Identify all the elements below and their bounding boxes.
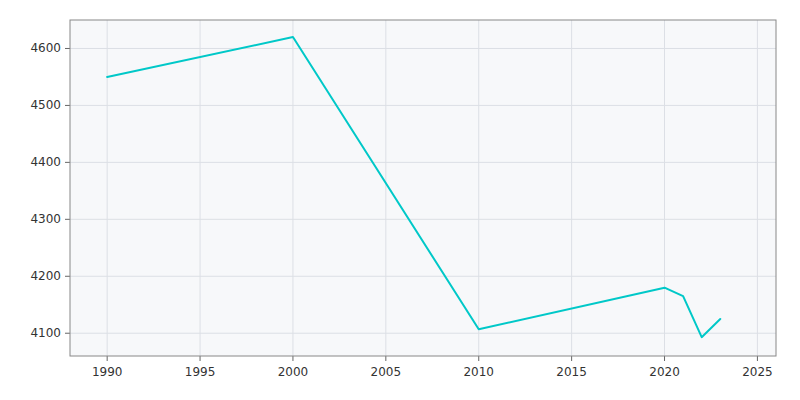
grid-line-x <box>107 20 108 356</box>
grid-line-x <box>200 20 201 356</box>
axes: 4100 4200 4300 4400 4500 4600 1990 1995 2000 2005… <box>30 41 772 379</box>
tick-label-x: 1990 <box>92 365 123 379</box>
grid-line-y <box>70 162 776 163</box>
tick-y <box>65 276 70 277</box>
tick-x <box>200 356 201 361</box>
grid-line-y <box>70 276 776 277</box>
grid-line-y <box>70 105 776 106</box>
tick-x <box>478 356 479 361</box>
line <box>107 37 720 337</box>
grid-line-x <box>664 20 665 356</box>
plot-area <box>70 20 776 356</box>
grid-line-x <box>757 20 758 356</box>
tick-y <box>65 219 70 220</box>
tick-y <box>65 105 70 106</box>
plot-frame <box>70 20 776 356</box>
tick-x <box>107 356 108 361</box>
grid-line-x <box>478 20 479 356</box>
tick-label-y: 4400 <box>30 155 61 169</box>
grid-line-x <box>571 20 572 356</box>
tick-x <box>292 356 293 361</box>
tick-y <box>65 333 70 334</box>
chart: 4100 4200 4300 4400 4500 4600 1990 1995 2000 2005… <box>0 0 800 400</box>
tick-x <box>757 356 758 361</box>
tick-label-x: 1995 <box>185 365 216 379</box>
tick-label-y: 4600 <box>30 41 61 55</box>
tick-label-y: 4100 <box>30 326 61 340</box>
tick-label-y: 4300 <box>30 212 61 226</box>
tick-label-x: 2005 <box>371 365 402 379</box>
grid-line-y <box>70 333 776 334</box>
grid-line-x <box>292 20 293 356</box>
grid-line-y <box>70 219 776 220</box>
tick-label-x: 2010 <box>463 365 494 379</box>
tick-x <box>571 356 572 361</box>
tick-x <box>385 356 386 361</box>
tick-label-y: 4500 <box>30 98 61 112</box>
tick-label-x: 2025 <box>742 365 773 379</box>
tick-y <box>65 162 70 163</box>
tick-label-x: 2020 <box>649 365 680 379</box>
tick-x <box>664 356 665 361</box>
grid-line-y <box>70 48 776 49</box>
grid <box>70 20 776 356</box>
grid-line-x <box>385 20 386 356</box>
tick-label-x: 2000 <box>278 365 309 379</box>
chart-container: 4100 4200 4300 4400 4500 4600 1990 1995 2000 2005… <box>0 0 800 400</box>
data <box>107 37 720 337</box>
tick-y <box>65 48 70 49</box>
tick-label-y: 4200 <box>30 269 61 283</box>
tick-label-x: 2015 <box>556 365 587 379</box>
